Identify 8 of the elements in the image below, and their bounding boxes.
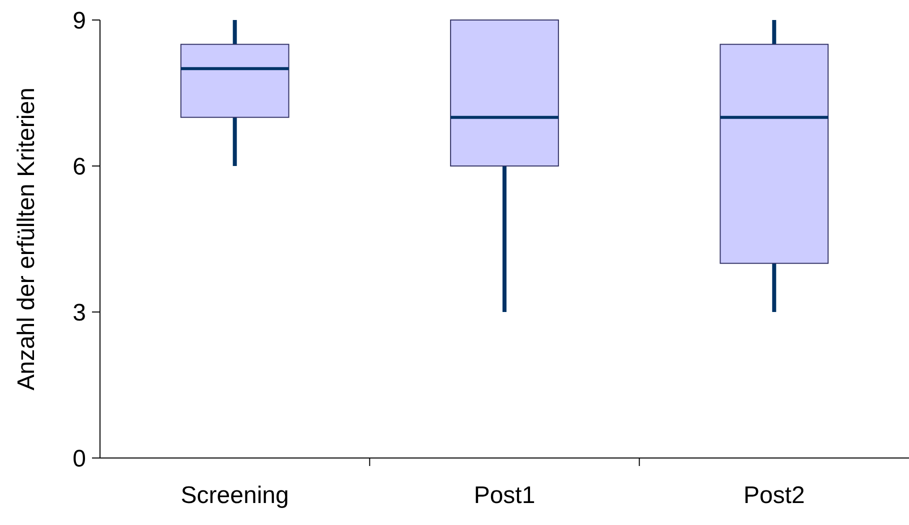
x-tick-label: Post1 xyxy=(474,482,536,509)
x-tick-label: Screening xyxy=(180,482,289,509)
y-tick-label: 0 xyxy=(72,445,86,472)
x-tick-label: Post2 xyxy=(743,482,805,509)
y-axis-title: Anzahl der erfüllten Kriterien xyxy=(13,88,40,390)
y-tick-label: 3 xyxy=(72,299,86,326)
y-tick-label: 6 xyxy=(72,153,86,180)
y-tick-label: 9 xyxy=(72,7,86,34)
